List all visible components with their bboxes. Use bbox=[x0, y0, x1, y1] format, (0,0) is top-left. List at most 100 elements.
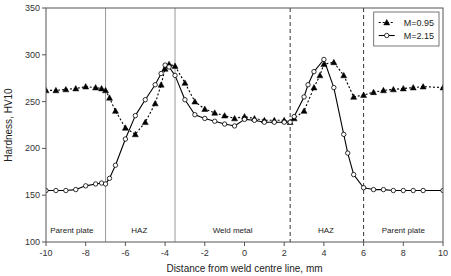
data-point bbox=[74, 187, 78, 191]
data-point bbox=[262, 120, 266, 124]
data-point bbox=[152, 100, 158, 105]
data-point bbox=[272, 120, 276, 124]
data-point bbox=[113, 163, 117, 167]
x-tick bbox=[125, 242, 126, 246]
data-point bbox=[301, 108, 307, 113]
data-point bbox=[222, 113, 228, 118]
data-point bbox=[84, 184, 88, 188]
data-point bbox=[346, 151, 350, 155]
data-point bbox=[400, 85, 406, 90]
data-point bbox=[122, 125, 128, 130]
data-point bbox=[371, 187, 375, 191]
data-point bbox=[213, 119, 217, 123]
x-tick-label: 10 bbox=[438, 248, 448, 258]
zone-label: Weld metal bbox=[213, 226, 253, 235]
series-line bbox=[46, 59, 443, 190]
y-tick-label: 200 bbox=[25, 143, 40, 153]
data-point bbox=[158, 82, 164, 87]
x-tick-label: -6 bbox=[121, 248, 129, 258]
y-tick-label: 100 bbox=[25, 237, 40, 247]
series bbox=[46, 57, 443, 192]
data-point bbox=[232, 115, 238, 120]
data-point bbox=[411, 188, 415, 192]
x-tick-label: 4 bbox=[321, 248, 326, 258]
legend-marker bbox=[384, 20, 390, 25]
data-point bbox=[306, 83, 310, 87]
data-point bbox=[332, 85, 336, 89]
reference-line bbox=[175, 8, 176, 242]
data-point bbox=[203, 116, 207, 120]
x-tick bbox=[46, 242, 47, 246]
data-point bbox=[53, 87, 59, 92]
data-point bbox=[142, 119, 148, 124]
legend: M=0.95 M=2.15 bbox=[374, 12, 439, 46]
x-tick bbox=[403, 242, 404, 246]
y-tick-label: 250 bbox=[25, 97, 40, 107]
x-tick-label: -2 bbox=[201, 248, 209, 258]
series bbox=[46, 59, 443, 136]
data-point bbox=[93, 182, 97, 186]
y-tick bbox=[42, 148, 46, 149]
plot-area bbox=[46, 8, 443, 242]
data-point bbox=[282, 120, 286, 124]
data-point bbox=[93, 85, 99, 90]
annotations: Parent plateHAZWeld metalHAZParent plate bbox=[50, 226, 425, 235]
data-point bbox=[252, 118, 256, 122]
y-tick-label: 150 bbox=[25, 190, 40, 200]
x-axis-label: Distance from weld centre line, mm bbox=[166, 263, 322, 274]
background bbox=[0, 0, 451, 276]
data-point bbox=[103, 182, 107, 186]
data-point bbox=[193, 113, 197, 117]
chart: -10-8-6-4-20246810100150200250300350Dist… bbox=[0, 0, 451, 276]
legend-box bbox=[374, 12, 439, 46]
data-point bbox=[331, 59, 337, 64]
data-point bbox=[302, 95, 306, 99]
x-tick bbox=[244, 242, 245, 246]
data-point bbox=[317, 72, 323, 77]
data-point bbox=[99, 85, 105, 90]
data-point bbox=[83, 84, 89, 89]
reference-line bbox=[105, 8, 106, 242]
data-point bbox=[73, 85, 79, 90]
data-point bbox=[112, 108, 118, 113]
zone-label: Parent plate bbox=[50, 226, 94, 235]
data-point bbox=[380, 87, 386, 92]
zone-label: HAZ bbox=[131, 226, 147, 235]
data-point bbox=[172, 63, 178, 68]
legend-marker bbox=[385, 33, 389, 37]
series-line bbox=[46, 62, 443, 134]
data-point bbox=[391, 188, 395, 192]
data-point bbox=[420, 84, 426, 89]
x-tick bbox=[443, 242, 444, 246]
x-tick-label: 2 bbox=[282, 248, 287, 258]
data-point bbox=[54, 188, 58, 192]
data-point bbox=[167, 65, 171, 69]
data-point bbox=[401, 188, 405, 192]
x-tick-label: 0 bbox=[242, 248, 247, 258]
data-point bbox=[232, 124, 236, 128]
x-tick-label: -10 bbox=[39, 248, 52, 258]
plot-frame bbox=[46, 8, 443, 242]
data-point bbox=[351, 94, 357, 99]
reference-line bbox=[290, 8, 291, 242]
legend-label: M=0.95 bbox=[399, 18, 434, 28]
x-tick-label: -4 bbox=[161, 248, 169, 258]
data-point bbox=[322, 57, 326, 61]
data-point bbox=[288, 120, 292, 124]
data-point bbox=[123, 137, 127, 141]
data-point bbox=[342, 132, 346, 136]
data-point bbox=[341, 72, 347, 77]
data-point bbox=[192, 99, 198, 104]
x-tick bbox=[284, 242, 285, 246]
data-point bbox=[381, 187, 385, 191]
x-tick bbox=[85, 242, 86, 246]
data-point bbox=[63, 86, 69, 91]
x-tick bbox=[204, 242, 205, 246]
data-point bbox=[153, 83, 157, 87]
y-axis-label: Hardness, HV10 bbox=[3, 88, 14, 162]
data-point bbox=[132, 131, 138, 136]
data-point bbox=[107, 176, 111, 180]
x-tick bbox=[165, 242, 166, 246]
y-tick bbox=[42, 54, 46, 55]
data-point bbox=[361, 186, 365, 190]
